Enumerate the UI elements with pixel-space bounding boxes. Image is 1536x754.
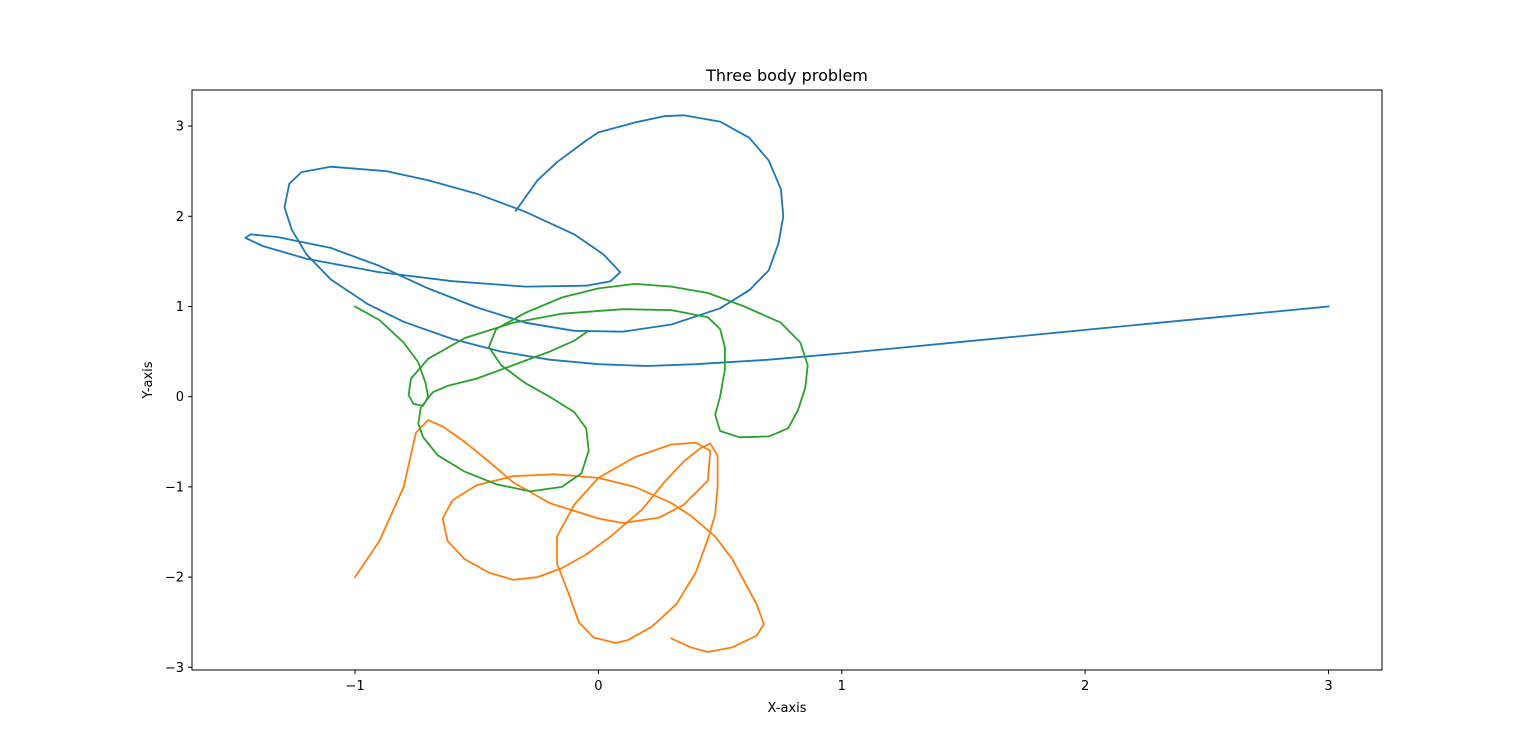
x-tick-label: 0 <box>594 679 602 694</box>
y-tick-label: 3 <box>176 120 184 135</box>
chart-title: Three body problem <box>705 66 868 85</box>
series-line-1 <box>244 114 1330 367</box>
y-tick-label: 2 <box>176 210 184 225</box>
y-tick-label: 0 <box>176 390 184 405</box>
x-tick-label: 1 <box>838 679 846 694</box>
y-tick-label: −2 <box>165 571 184 586</box>
x-tick-label: −1 <box>345 679 364 694</box>
series-line-3 <box>353 283 809 493</box>
series-layer <box>244 114 1330 653</box>
x-tick-label: 3 <box>1324 679 1332 694</box>
y-axis-label: Y-axis <box>141 361 156 399</box>
y-tick-label: −1 <box>165 480 184 495</box>
y-axis: −3 −2 −1 0 1 2 3 <box>165 120 192 676</box>
y-tick-label: −3 <box>165 661 184 676</box>
x-tick-label: 2 <box>1081 679 1089 694</box>
plot-frame <box>191 89 1383 671</box>
y-tick-label: 1 <box>176 300 184 315</box>
x-axis: −1 0 1 2 3 <box>345 670 1333 694</box>
x-axis-label: X-axis <box>768 701 807 716</box>
series-line-2 <box>353 419 765 653</box>
